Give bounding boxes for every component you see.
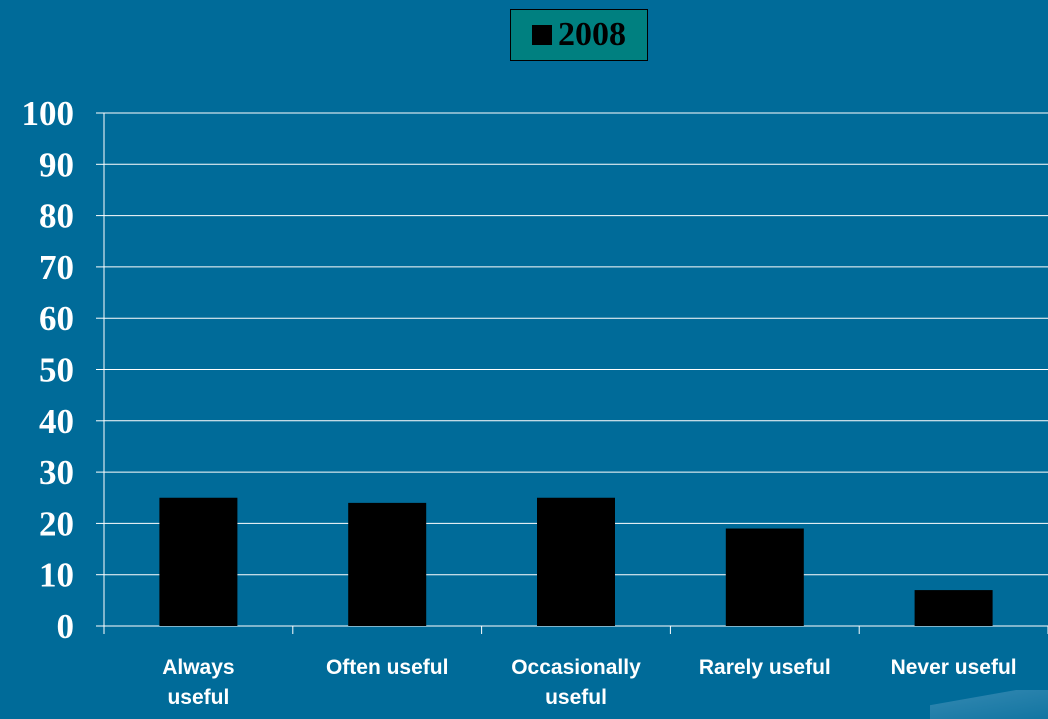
y-tick-label: 60 [39, 299, 74, 338]
y-tick-label: 0 [57, 607, 75, 646]
x-tick-label: Rarely useful [699, 656, 831, 679]
x-tick-label: Often useful [326, 656, 449, 679]
bar [537, 497, 615, 626]
corner-decoration [930, 690, 1048, 719]
x-tick-label: Never useful [891, 656, 1017, 679]
bars [159, 497, 993, 626]
y-tick-label: 80 [39, 197, 74, 236]
legend-label: 2008 [558, 16, 626, 53]
y-tick-label: 30 [39, 453, 74, 492]
y-tick-label: 90 [39, 145, 74, 184]
y-tick-label: 100 [22, 94, 75, 133]
y-tick-label: 10 [39, 556, 74, 595]
legend: 2008 [510, 9, 648, 61]
bar [725, 528, 804, 626]
y-tick-label: 20 [39, 504, 74, 543]
bar [159, 497, 238, 626]
bar [914, 590, 993, 626]
x-tick-labels: Always useful Often useful Occasionally usef… [162, 656, 1016, 709]
y-tick-labels: 0 10 20 30 40 50 60 70 80 90 100 [22, 94, 75, 646]
x-tick-label: Occasionally useful [511, 656, 641, 709]
y-tick-label: 40 [39, 402, 74, 441]
bar [348, 502, 427, 626]
legend-swatch [532, 25, 552, 45]
x-tick-label: Always useful [162, 656, 234, 709]
y-tick-label: 70 [39, 248, 74, 287]
y-tick-label: 50 [39, 351, 74, 390]
